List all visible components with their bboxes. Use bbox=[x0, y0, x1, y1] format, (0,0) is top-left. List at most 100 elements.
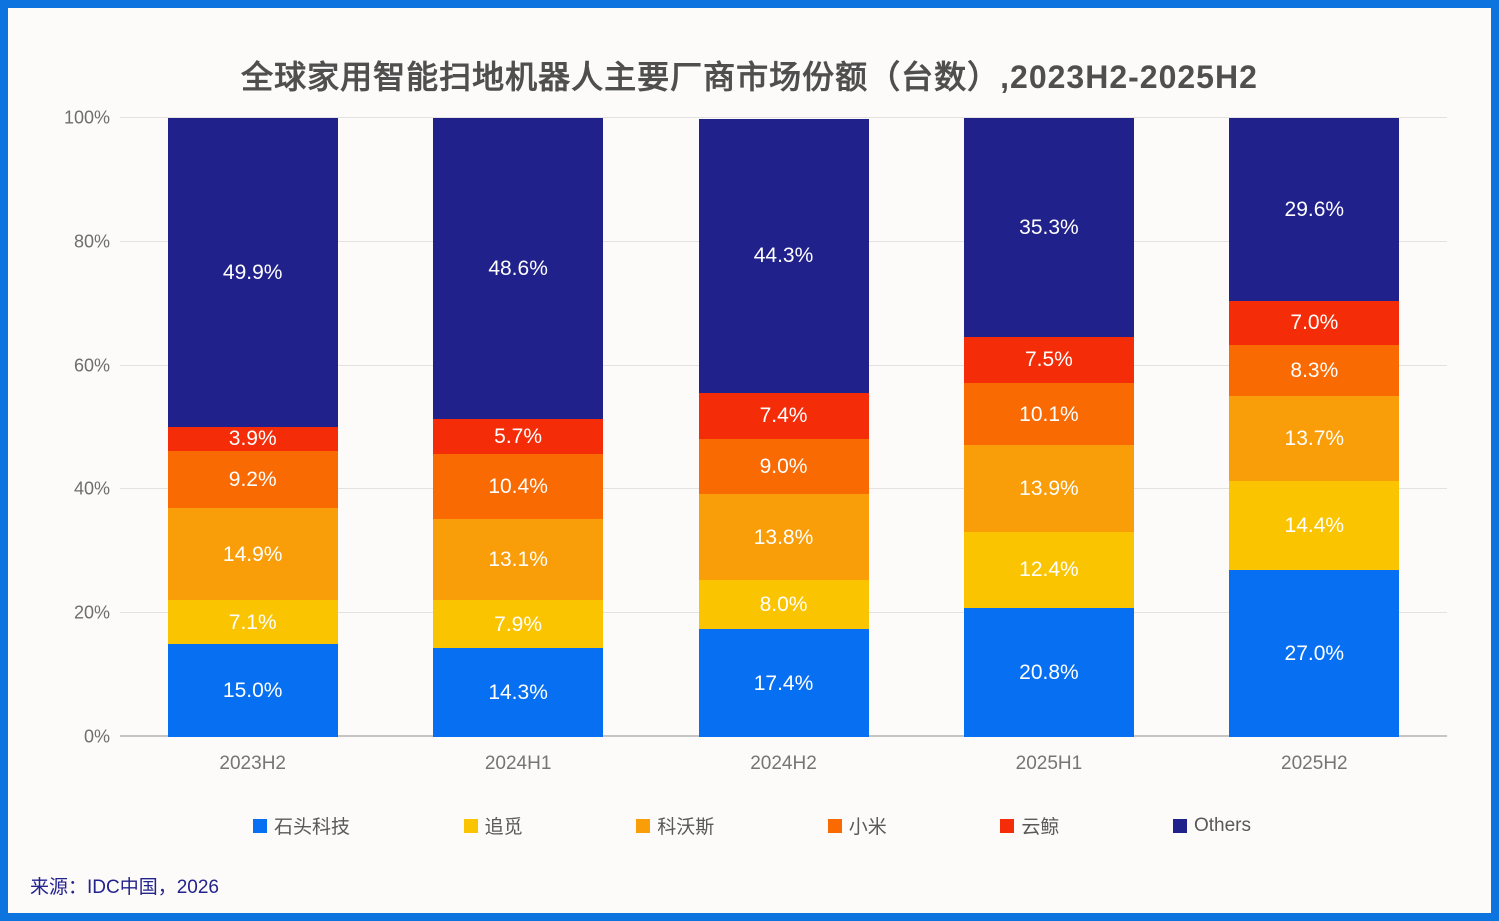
bar-segment: 7.5% bbox=[963, 336, 1134, 383]
plot-area: 0% 20% 40% 60% 80% 100% 15.0% 7.1% 14.9% 9.2% 3.9%… bbox=[64, 108, 1447, 774]
x-axis-label: 2023H2 bbox=[219, 753, 286, 774]
bar-segment-label: 7.5% bbox=[1024, 348, 1073, 372]
bar-segment: 3.9% bbox=[167, 426, 338, 452]
bar-segment: 10.4% bbox=[433, 454, 604, 519]
bar-column: 15.0% 7.1% 14.9% 9.2% 3.9% 49.9% bbox=[120, 118, 385, 737]
legend-swatch-icon bbox=[463, 818, 478, 833]
bar-segment: 29.6% bbox=[1229, 118, 1400, 302]
bar-segment: 35.3% bbox=[963, 118, 1134, 337]
bar-segment: 44.3% bbox=[698, 118, 869, 393]
y-axis-tick: 0% bbox=[83, 726, 110, 747]
bar-segment: 14.3% bbox=[433, 648, 604, 737]
bar-segment: 20.8% bbox=[963, 608, 1134, 737]
bar-segment-label: 7.0% bbox=[1290, 311, 1339, 335]
bar-segment: 14.9% bbox=[167, 508, 338, 601]
bar-stack: 15.0% 7.1% 14.9% 9.2% 3.9% 49.9% bbox=[167, 118, 338, 737]
bar-segment-label: 48.6% bbox=[488, 256, 548, 280]
bar-stack: 20.8% 12.4% 13.9% 10.1% 7.5% 35.3% bbox=[963, 118, 1134, 737]
bar-segment-label: 15.0% bbox=[222, 679, 283, 703]
legend-item: 云鲸 bbox=[1000, 812, 1059, 839]
bar-segment-label: 7.4% bbox=[759, 404, 808, 428]
bar-segment: 7.1% bbox=[167, 600, 338, 645]
y-axis-tick: 80% bbox=[73, 231, 110, 252]
x-axis-labels: 2023H2 2024H1 2024H2 2025H1 2025H2 bbox=[120, 753, 1447, 775]
bar-segment: 17.4% bbox=[698, 629, 869, 737]
bar-segment-label: 7.9% bbox=[494, 612, 543, 636]
bar-segment-label: 8.3% bbox=[1290, 358, 1339, 382]
x-axis-label: 2025H1 bbox=[1015, 753, 1083, 774]
bar-segment: 10.1% bbox=[963, 382, 1134, 446]
legend-swatch-icon bbox=[253, 818, 267, 833]
bar-segment: 49.9% bbox=[167, 118, 338, 427]
bar-segment: 27.0% bbox=[1229, 569, 1400, 737]
bar-segment-label: 10.1% bbox=[1019, 402, 1079, 426]
bar-segment-label: 9.0% bbox=[759, 455, 808, 478]
bar-segment: 13.8% bbox=[698, 494, 869, 580]
bar-segment: 13.7% bbox=[1229, 395, 1400, 481]
bar-segment-label: 27.0% bbox=[1284, 641, 1345, 665]
bar-segment: 7.0% bbox=[1229, 301, 1400, 345]
bar-segment: 12.4% bbox=[963, 531, 1134, 609]
legend-item: 小米 bbox=[827, 812, 887, 839]
legend-item: 追觅 bbox=[463, 812, 523, 839]
bars-layer: 15.0% 7.1% 14.9% 9.2% 3.9% 49.9% 14.3% 7.9% 13.1… bbox=[120, 118, 1447, 737]
legend-label: 云鲸 bbox=[1021, 817, 1060, 838]
legend-swatch-icon bbox=[827, 818, 842, 833]
chart-title: 全球家用智能扫地机器人主要厂商市场份额（台数）,2023H2-2025H2 bbox=[241, 59, 1258, 95]
bar-segment-label: 17.4% bbox=[753, 671, 814, 695]
bar-segment: 7.4% bbox=[698, 392, 869, 439]
y-axis-tick: 40% bbox=[73, 478, 110, 499]
x-axis-label: 2024H1 bbox=[484, 753, 552, 774]
bar-stack: 14.3% 7.9% 13.1% 10.4% 5.7% 48.6% bbox=[433, 118, 604, 737]
bar-segment-label: 13.8% bbox=[753, 525, 814, 549]
bar-segment-label: 3.9% bbox=[228, 427, 277, 451]
bar-segment-label: 5.7% bbox=[494, 425, 543, 448]
bar-segment-label: 8.0% bbox=[759, 593, 808, 617]
bar-segment-label: 7.1% bbox=[228, 610, 277, 634]
bar-segment-label: 14.4% bbox=[1284, 513, 1345, 537]
legend-item: 科沃斯 bbox=[636, 812, 714, 839]
legend-swatch-icon bbox=[1000, 818, 1015, 833]
y-axis-tick: 100% bbox=[63, 107, 110, 128]
bar-segment: 48.6% bbox=[433, 118, 604, 419]
bar-segment-label: 12.4% bbox=[1019, 558, 1079, 582]
x-axis-label: 2025H2 bbox=[1281, 753, 1348, 774]
bar-segment: 7.9% bbox=[433, 599, 604, 649]
bar-segment: 8.3% bbox=[1229, 344, 1400, 396]
y-axis-tick: 60% bbox=[73, 355, 110, 376]
bar-column: 27.0% 14.4% 13.7% 8.3% 7.0% 29.6% bbox=[1182, 118, 1447, 737]
legend-item: 石头科技 bbox=[253, 812, 350, 839]
y-axis-tick: 20% bbox=[73, 602, 110, 623]
bar-column: 20.8% 12.4% 13.9% 10.1% 7.5% 35.3% bbox=[916, 118, 1181, 737]
x-axis-label: 2024H2 bbox=[750, 753, 817, 774]
legend: 石头科技 追觅 科沃斯 小米 云鲸 Others bbox=[253, 812, 1251, 839]
gridline bbox=[120, 117, 1447, 118]
legend-item: Others bbox=[1172, 815, 1251, 837]
bar-segment: 13.9% bbox=[963, 445, 1134, 532]
bar-segment-label: 44.3% bbox=[753, 244, 814, 268]
bar-stack: 27.0% 14.4% 13.7% 8.3% 7.0% 29.6% bbox=[1229, 118, 1400, 737]
legend-label: 追觅 bbox=[484, 817, 523, 838]
bar-segment-label: 29.6% bbox=[1284, 198, 1345, 222]
bar-segment-label: 14.9% bbox=[222, 542, 283, 566]
bar-segment: 9.2% bbox=[167, 451, 338, 508]
bar-segment-label: 13.1% bbox=[488, 547, 548, 571]
bar-segment-label: 35.3% bbox=[1019, 215, 1079, 239]
source-note: 来源：IDC中国，2026 bbox=[30, 877, 219, 898]
legend-label: 科沃斯 bbox=[657, 817, 715, 838]
bar-segment: 14.4% bbox=[1229, 480, 1400, 570]
legend-label: 小米 bbox=[848, 817, 887, 838]
bar-segment-label: 13.9% bbox=[1019, 476, 1079, 500]
bar-segment-label: 10.4% bbox=[488, 474, 548, 498]
bar-stack: 17.4% 8.0% 13.8% 9.0% 7.4% 44.3% bbox=[698, 118, 869, 737]
bar-segment: 5.7% bbox=[433, 418, 604, 455]
bar-column: 14.3% 7.9% 13.1% 10.4% 5.7% 48.6% bbox=[385, 118, 650, 737]
bar-segment-label: 14.3% bbox=[488, 681, 548, 705]
bar-segment: 9.0% bbox=[698, 438, 869, 495]
bar-segment-label: 13.7% bbox=[1284, 426, 1345, 450]
bar-segment-label: 20.8% bbox=[1019, 661, 1079, 685]
bar-column: 17.4% 8.0% 13.8% 9.0% 7.4% 44.3% bbox=[651, 118, 916, 737]
chart-canvas: 全球家用智能扫地机器人主要厂商市场份额（台数）,2023H2-2025H2 0%… bbox=[8, 8, 1491, 913]
legend-swatch-icon bbox=[636, 818, 651, 833]
